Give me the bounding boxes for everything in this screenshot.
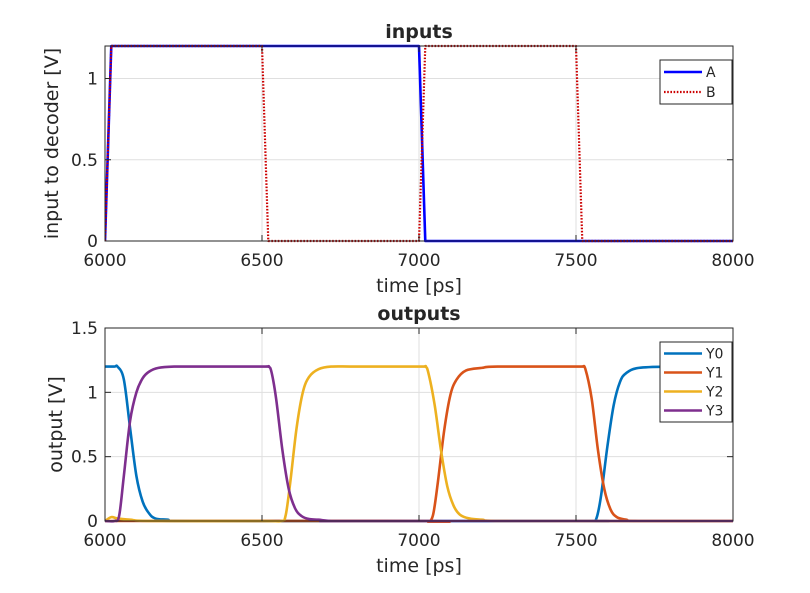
inputs-x-tick-label: 8000 [711, 251, 754, 271]
legend-label-b: B [706, 85, 716, 101]
inputs-ticks: 6000 6500 7000 7500 8000 0 0.5 1 [71, 46, 755, 271]
inputs-x-tick-label: 6000 [83, 251, 126, 271]
legend-label-a: A [706, 65, 716, 81]
outputs-x-tick-label: 6500 [240, 531, 283, 551]
outputs-ticks: 6000 6500 7000 7500 8000 0 0.5 1 1.5 [71, 319, 755, 551]
inputs-legend: AB [659, 59, 733, 105]
outputs-x-axis-label: time [ps] [376, 555, 462, 577]
inputs-y-axis-label: input to decoder [V] [41, 48, 63, 239]
outputs-axes: 6000 6500 7000 7500 8000 0 0.5 1 1.5 outputs tim… [45, 303, 755, 577]
inputs-y-tick-label: 1 [87, 70, 98, 90]
inputs-x-tick-label: 6500 [240, 251, 283, 271]
outputs-title: outputs [377, 303, 460, 325]
outputs-legend: Y0 Y1 Y2 Y3 [659, 341, 733, 423]
inputs-title: inputs [385, 21, 453, 43]
outputs-x-tick-label: 7500 [554, 531, 597, 551]
outputs-x-tick-label: 7000 [397, 531, 440, 551]
legend-label-y1: Y1 [705, 366, 723, 382]
inputs-x-tick-label: 7500 [554, 251, 597, 271]
outputs-x-tick-label: 8000 [711, 531, 754, 551]
inputs-y-tick-label: 0.5 [71, 151, 98, 171]
outputs-y-axis-label: output [V] [45, 376, 67, 473]
legend-label-y3: Y3 [705, 404, 723, 420]
outputs-y-tick-label: 0 [87, 512, 98, 532]
legend-label-y0: Y0 [705, 347, 723, 363]
inputs-y-tick-label: 0 [87, 232, 98, 252]
outputs-y-tick-label: 1 [87, 383, 98, 403]
inputs-x-axis-label: time [ps] [376, 275, 462, 297]
outputs-legend-box [659, 341, 733, 423]
series-line-y3 [105, 364, 733, 523]
inputs-legend-box [659, 59, 733, 105]
outputs-grid [105, 328, 733, 521]
outputs-y-tick-label: 1.5 [71, 319, 98, 339]
outputs-y-tick-label: 0.5 [71, 448, 98, 468]
inputs-x-tick-label: 7000 [397, 251, 440, 271]
legend-label-y2: Y2 [705, 385, 723, 401]
inputs-axes: 6000 6500 7000 7500 8000 0 0.5 1 inputs time [p… [41, 21, 755, 297]
outputs-x-tick-label: 6000 [83, 531, 126, 551]
